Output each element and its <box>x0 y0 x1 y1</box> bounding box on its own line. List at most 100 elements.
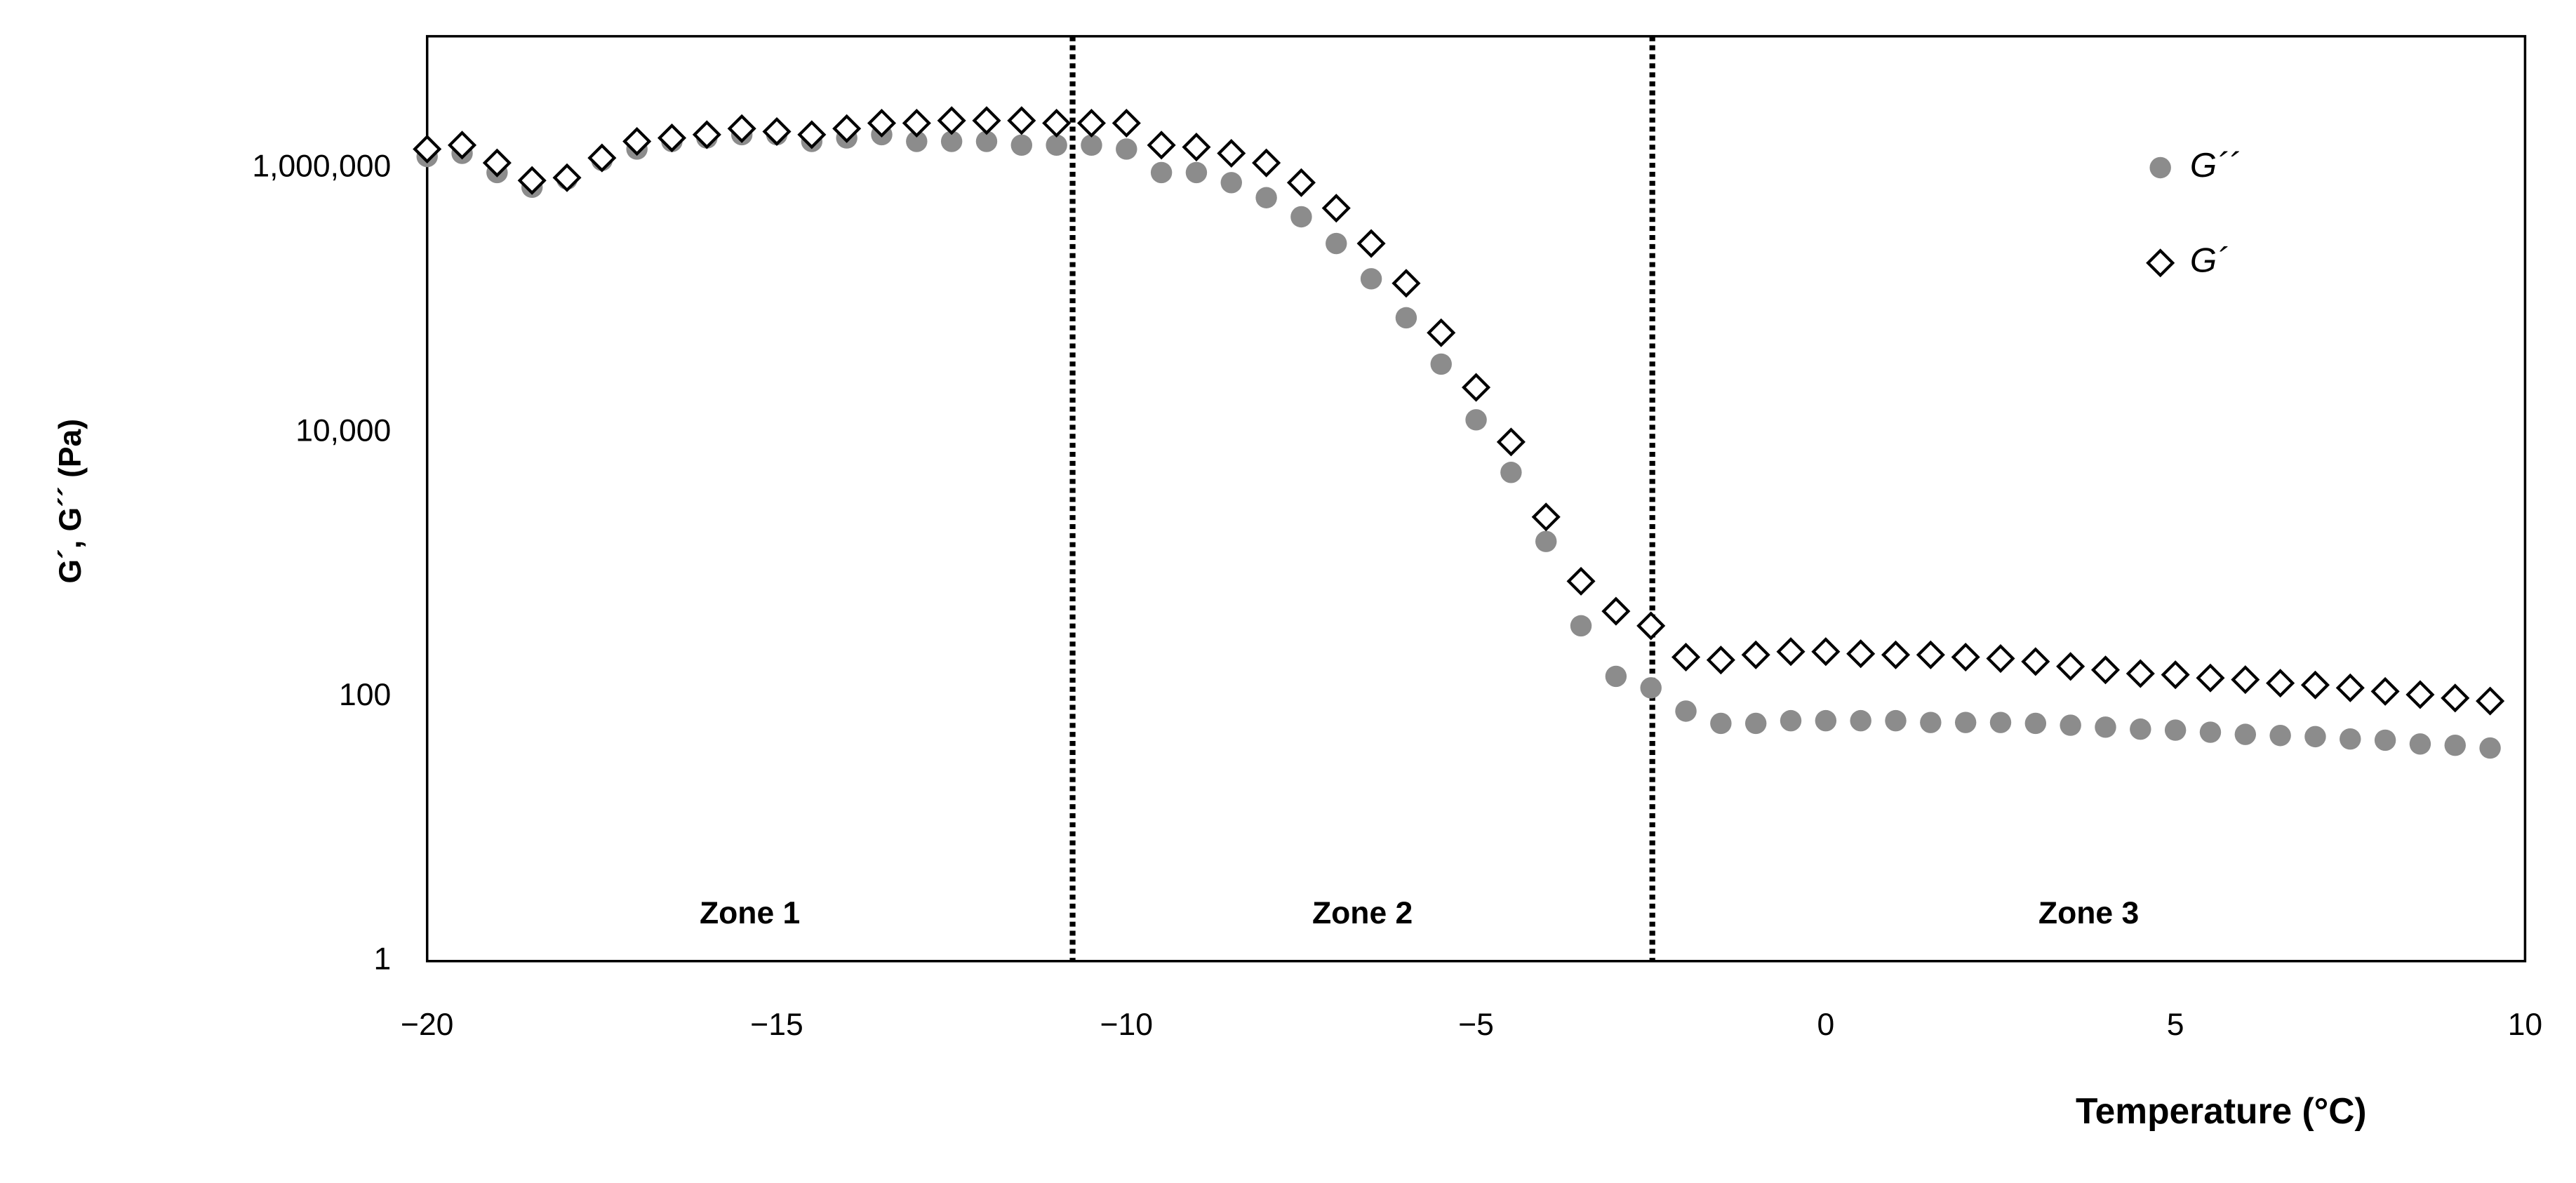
data-point <box>975 131 998 152</box>
data-point <box>1881 640 1911 669</box>
data-point <box>692 120 721 149</box>
data-point <box>1252 148 1281 178</box>
data-point <box>1427 318 1456 347</box>
data-point <box>1326 232 1347 255</box>
data-point <box>2090 655 2121 685</box>
data-point <box>1531 502 1561 532</box>
data-point <box>972 106 1001 135</box>
x-tick-label: 10 <box>2508 1008 2542 1042</box>
data-point <box>587 143 617 173</box>
zone-label: Zone 2 <box>1312 896 1413 930</box>
data-point <box>797 120 827 149</box>
data-point <box>1741 640 1770 669</box>
data-point <box>1601 596 1631 626</box>
data-point <box>2199 721 2222 743</box>
data-point <box>1430 353 1452 375</box>
data-point <box>902 108 931 138</box>
data-point <box>1951 642 1980 672</box>
data-point <box>1220 172 1242 194</box>
y-tick-label: 10,000 <box>295 413 391 448</box>
data-point <box>2161 660 2190 690</box>
data-point <box>1007 106 1036 135</box>
data-point <box>2234 723 2257 745</box>
data-point <box>1496 427 1526 457</box>
data-point <box>1046 134 1067 156</box>
data-point <box>1395 307 1417 329</box>
data-point <box>2374 729 2396 751</box>
data-point <box>762 116 792 147</box>
data-point <box>448 131 477 160</box>
y-axis-label: G´, G´´ (Pa) <box>53 419 88 584</box>
data-point <box>1916 640 1945 669</box>
data-point <box>2060 714 2081 736</box>
data-point <box>1076 108 1106 138</box>
x-tick-label: −20 <box>401 1008 453 1042</box>
legend-marker <box>2146 248 2175 278</box>
plot-frame <box>425 34 2527 963</box>
data-point <box>2231 665 2260 695</box>
data-point <box>1150 161 1173 184</box>
x-axis-label: Temperature (°C) <box>2076 1090 2367 1131</box>
data-point <box>1321 194 1351 223</box>
data-point <box>2269 725 2291 747</box>
zone-label: Zone 1 <box>700 896 800 930</box>
data-point <box>2024 712 2047 735</box>
data-point <box>867 108 897 138</box>
data-point <box>1954 711 1977 733</box>
data-point <box>1570 615 1592 637</box>
data-point <box>2479 737 2501 759</box>
data-point <box>1815 709 1837 732</box>
data-point <box>1356 229 1386 258</box>
data-point <box>940 131 963 152</box>
data-point <box>1042 108 1072 138</box>
data-point <box>2021 647 2050 676</box>
data-point <box>1392 269 1421 298</box>
data-point <box>2340 728 2361 750</box>
data-point <box>413 134 442 163</box>
data-point <box>1500 462 1522 483</box>
data-point <box>2196 663 2225 693</box>
data-point <box>482 148 512 178</box>
data-point <box>2444 734 2466 756</box>
data-point <box>1290 206 1312 228</box>
x-tick-label: −15 <box>750 1008 803 1042</box>
data-point <box>622 126 652 156</box>
y-tick-label: 100 <box>339 678 391 712</box>
data-point <box>937 106 966 135</box>
data-point <box>1885 709 1907 732</box>
data-point <box>1780 709 1802 732</box>
data-point <box>1846 639 1876 669</box>
data-point <box>657 123 687 153</box>
data-point <box>1360 268 1382 290</box>
data-point <box>1147 131 1176 160</box>
data-point <box>2476 686 2505 716</box>
data-point <box>1811 637 1841 667</box>
zone-label: Zone 3 <box>2038 896 2139 930</box>
y-tick-label: 1 <box>373 942 391 977</box>
x-tick-label: −5 <box>1458 1008 1494 1042</box>
legend-label: G´´ <box>2190 146 2240 185</box>
data-point <box>2441 683 2470 713</box>
data-point <box>1710 712 1732 735</box>
data-point <box>832 114 862 143</box>
data-point <box>1920 711 1942 733</box>
data-point <box>2095 716 2116 738</box>
data-point <box>2164 719 2187 741</box>
data-point <box>1986 644 2015 674</box>
data-point <box>727 114 756 143</box>
data-point <box>2130 718 2151 740</box>
data-point <box>1640 677 1662 699</box>
x-tick-label: 5 <box>2167 1008 2184 1042</box>
data-point <box>2300 670 2330 700</box>
data-point <box>2056 652 2086 681</box>
data-point <box>1116 138 1137 160</box>
data-point <box>1744 712 1767 735</box>
data-point <box>1010 134 1033 156</box>
y-tick-label: 1,000,000 <box>252 149 391 184</box>
x-tick-label: 0 <box>1817 1008 1834 1042</box>
data-point <box>2266 669 2295 698</box>
data-point <box>1535 530 1557 552</box>
data-point <box>517 166 547 195</box>
